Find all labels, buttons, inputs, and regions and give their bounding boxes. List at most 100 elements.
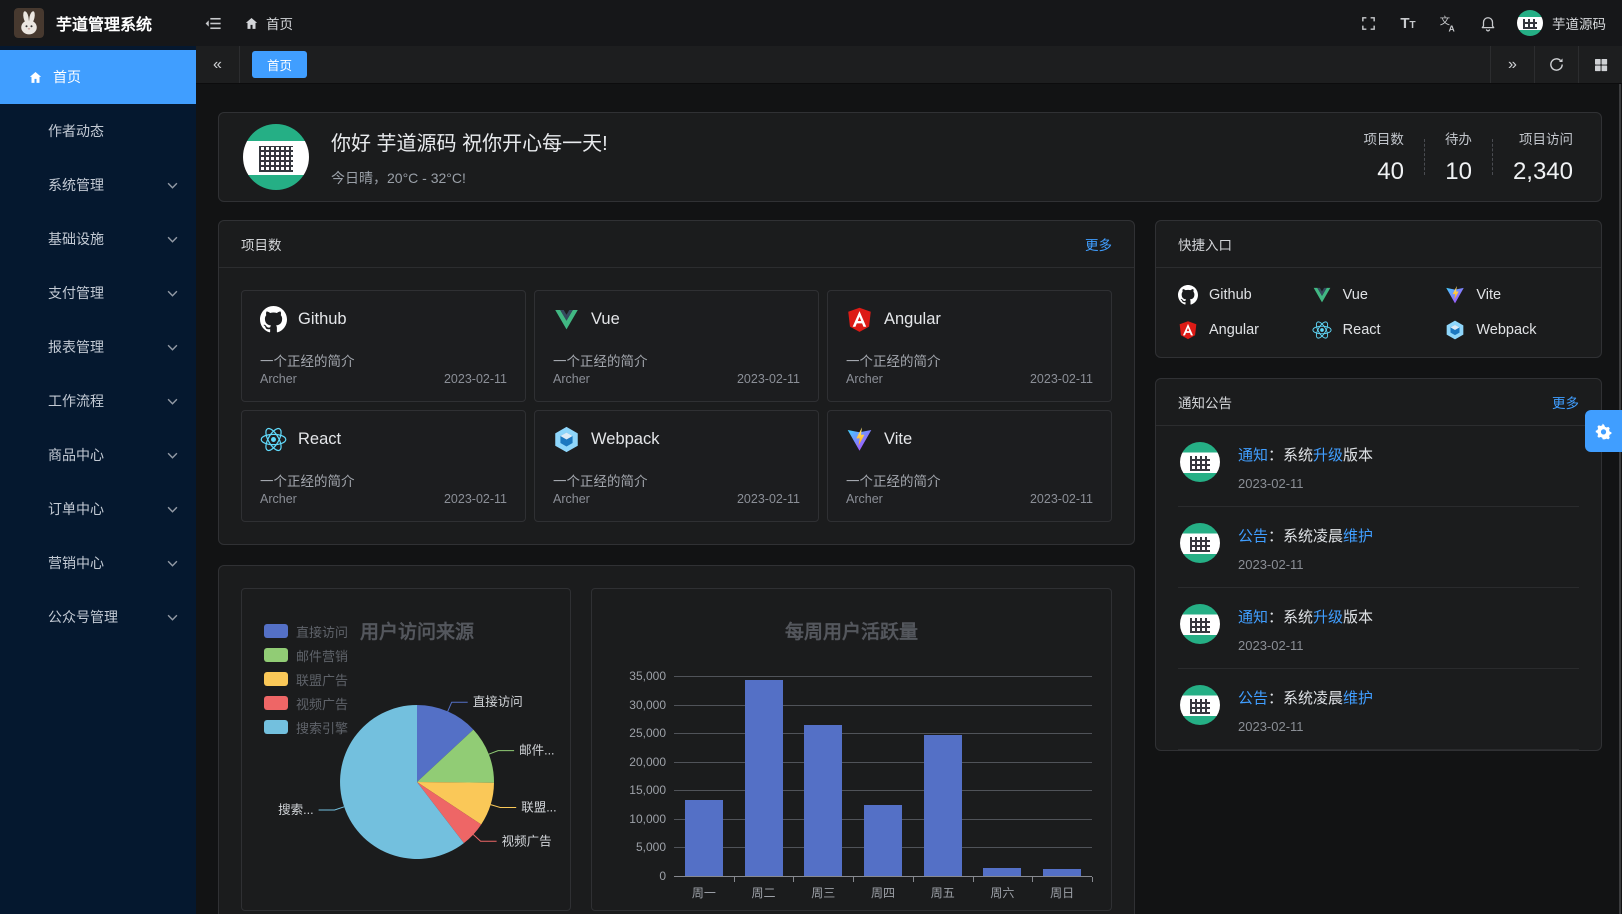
sidebar-item-7[interactable]: 工作流程 <box>0 374 196 428</box>
shortcut-vite[interactable]: Vite <box>1445 285 1579 305</box>
tab-home[interactable]: 首页 <box>252 51 308 78</box>
chevron-down-icon <box>167 236 178 243</box>
pie-label-line <box>447 701 468 712</box>
pie-slice-视频广告[interactable] <box>417 782 482 844</box>
user-name: 芋道源码 <box>1552 17 1606 32</box>
bar-周日[interactable] <box>1043 868 1082 876</box>
sidebar-item-9[interactable]: 订单中心 <box>0 482 196 536</box>
legend-label: 直接访问 <box>296 624 349 640</box>
legend-item-3[interactable]: 联盟广告 <box>264 667 348 691</box>
project-card-github[interactable]: Github 一个正经的简介 Archer 2023-02-11 <box>241 290 526 402</box>
refresh-tab-icon[interactable] <box>1534 46 1578 83</box>
notice-date: 2023-02-11 <box>1238 638 1304 653</box>
bar-chart-card: 每周用户活跃量 0 5,000 10,000 15,000 20,000 25,000 30… <box>591 588 1112 911</box>
main-content: 你好 芋道源码 祝你开心每一天! 今日晴，20°C - 32°C! 项目数 40… <box>196 84 1622 914</box>
tab-bar: « 首页 » <box>196 46 1622 84</box>
bar-周六[interactable] <box>983 868 1022 876</box>
sidebar-item-10[interactable]: 营销中心 <box>0 536 196 590</box>
bar-周五[interactable] <box>923 734 962 876</box>
stat-projects: 项目数 40 <box>1343 128 1424 186</box>
project-name: Github <box>298 310 347 328</box>
sidebar-item-5[interactable]: 支付管理 <box>0 266 196 320</box>
bar-tickmark <box>793 877 795 882</box>
shortcut-vue[interactable]: Vue <box>1312 285 1446 305</box>
user-menu[interactable]: 芋道源码 <box>1517 10 1606 36</box>
project-card-angular[interactable]: Angular 一个正经的简介 Archer 2023-02-11 <box>827 290 1112 402</box>
greeting-text: 你好 芋道源码 祝你开心每一天! <box>331 132 608 155</box>
project-author: Archer <box>260 372 297 386</box>
shortcut-angular[interactable]: Angular <box>1178 320 1312 340</box>
project-name: Angular <box>884 310 941 328</box>
sidebar-item-11[interactable]: 公众号管理 <box>0 590 196 644</box>
shortcut-label: Angular <box>1209 322 1259 338</box>
sidebar-item-1[interactable]: 首页 <box>0 50 196 104</box>
legend-item-5[interactable]: 搜索引擎 <box>264 715 348 739</box>
chevron-down-icon <box>167 560 178 567</box>
shortcut-react[interactable]: React <box>1312 320 1446 340</box>
bar-周三[interactable] <box>804 725 843 876</box>
sidebar-item-8[interactable]: 商品中心 <box>0 428 196 482</box>
sidebar-fold-icon[interactable] <box>196 6 230 40</box>
notice-date: 2023-02-11 <box>1238 557 1304 572</box>
pie-slice-联盟广告[interactable] <box>417 782 494 825</box>
bar-tickmark <box>972 877 974 882</box>
notification-bell-icon[interactable] <box>1471 6 1505 40</box>
sidebar-item-4[interactable]: 基础设施 <box>0 212 196 266</box>
project-description: 一个正经的简介 <box>260 474 355 489</box>
bar-ytick-label: 0 <box>659 869 666 883</box>
project-date: 2023-02-11 <box>443 372 507 386</box>
notices-more-link[interactable]: 更多 <box>1552 396 1579 411</box>
project-card-webpack[interactable]: Webpack 一个正经的简介 Archer 2023-02-11 <box>534 410 819 522</box>
sidebar-item-3[interactable]: 系统管理 <box>0 158 196 212</box>
notice-item-1[interactable]: 通知：系统升级版本 2023-02-11 <box>1178 426 1579 507</box>
legend-item-2[interactable]: 邮件营销 <box>264 643 348 667</box>
pie-slice-搜索引擎[interactable] <box>340 705 464 859</box>
notice-item-3[interactable]: 通知：系统升级版本 2023-02-11 <box>1178 588 1579 669</box>
sidebar-item-6[interactable]: 报表管理 <box>0 320 196 374</box>
bar-周一[interactable] <box>684 800 723 876</box>
scroll-tabs-left-icon[interactable]: « <box>196 46 240 83</box>
bar-周二[interactable] <box>744 680 783 876</box>
notice-item-2[interactable]: 公告：系统凌晨维护 2023-02-11 <box>1178 507 1579 588</box>
project-card-vue[interactable]: Vue 一个正经的简介 Archer 2023-02-11 <box>534 290 819 402</box>
profile-qr-avatar <box>243 124 309 190</box>
layout-grid-icon[interactable] <box>1578 46 1622 83</box>
stats-group: 项目数 40 待办 10 项目访问 2,340 <box>1343 128 1577 186</box>
home-icon <box>28 70 43 85</box>
project-footer: Archer 2023-02-11 <box>260 492 507 506</box>
pie-chart[interactable]: 直接访问邮件...联盟...视频广告搜索... <box>242 589 570 910</box>
project-card-header: Vue <box>553 306 800 333</box>
pie-chart-card: 用户访问来源 直接访问 邮件营销 联盟广告 视频广告 搜索引擎 直接访问 邮件... 联盟.… <box>241 588 571 911</box>
pie-slice-邮件营销[interactable] <box>417 729 495 783</box>
fullscreen-icon[interactable] <box>1351 6 1385 40</box>
stat-value: 40 <box>1377 158 1404 185</box>
project-description: 一个正经的简介 <box>553 354 648 369</box>
bar-tickmark <box>912 877 914 882</box>
breadcrumb[interactable]: 首页 <box>244 13 293 33</box>
legend-item-1[interactable]: 直接访问 <box>264 619 348 643</box>
project-card-react[interactable]: React 一个正经的简介 Archer 2023-02-11 <box>241 410 526 522</box>
bar-周四[interactable] <box>864 805 902 876</box>
project-description: 一个正经的简介 <box>846 354 941 369</box>
chevron-down-icon <box>167 290 178 297</box>
sidebar-item-label: 报表管理 <box>48 339 104 355</box>
scroll-tabs-right-icon[interactable]: » <box>1490 46 1534 83</box>
bar-gridline <box>674 676 1092 677</box>
scrollbar[interactable] <box>1619 84 1621 914</box>
settings-gear-button[interactable] <box>1585 410 1622 452</box>
shortcut-webpack[interactable]: Webpack <box>1445 320 1579 340</box>
pie-slice-直接访问[interactable] <box>417 705 474 782</box>
font-size-icon[interactable]: TT <box>1400 14 1416 32</box>
legend-item-4[interactable]: 视频广告 <box>264 691 348 715</box>
bar-gridline <box>674 704 1092 706</box>
shortcuts-panel: 快捷入口 Github Vue Vite Angular React Webpack <box>1155 220 1602 358</box>
projects-more-link[interactable]: 更多 <box>1085 238 1112 253</box>
bar-chart[interactable]: 0 5,000 10,000 15,000 20,000 25,000 30,000 35,0… <box>592 589 1111 910</box>
notice-tag: 通知 <box>1238 447 1269 464</box>
shortcut-github[interactable]: Github <box>1178 285 1312 305</box>
notice-item-4[interactable]: 公告：系统凌晨维护 2023-02-11 <box>1178 669 1579 750</box>
project-card-vite[interactable]: Vite 一个正经的简介 Archer 2023-02-11 <box>827 410 1112 522</box>
sidebar-item-2[interactable]: 作者动态 <box>0 104 196 158</box>
